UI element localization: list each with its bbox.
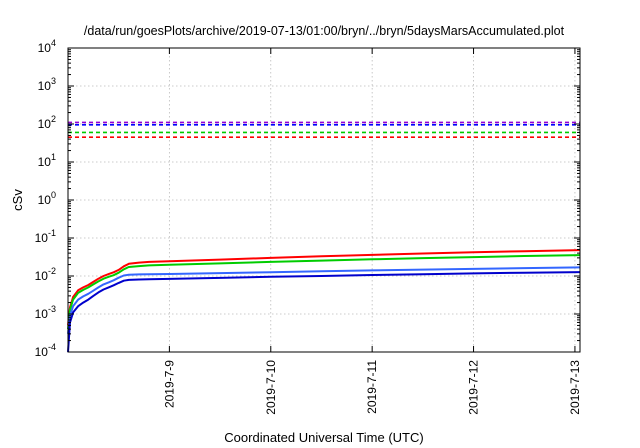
y-tick-label: 104 xyxy=(38,38,56,55)
y-tick-base: 10 xyxy=(38,79,52,93)
series-line xyxy=(67,266,581,335)
x-tick-label: 2019-7-12 xyxy=(467,360,481,415)
x-tick-label: 2019-7-9 xyxy=(162,360,176,408)
y-tick-exponent: -2 xyxy=(48,266,56,276)
y-tick-base: 10 xyxy=(35,345,49,359)
series-group xyxy=(67,249,581,353)
y-tick-label: 10-2 xyxy=(35,266,56,283)
y-tick-base: 10 xyxy=(38,117,52,131)
series-line xyxy=(67,271,581,353)
y-tick-exponent: -1 xyxy=(48,228,56,238)
reference-lines xyxy=(68,121,580,138)
y-tick-base: 10 xyxy=(38,193,52,207)
y-axis-title: cSv xyxy=(10,189,25,211)
y-tick-label: 102 xyxy=(38,114,56,131)
y-tick-base: 10 xyxy=(35,269,49,283)
y-tick-label: 10-1 xyxy=(35,228,56,245)
grid xyxy=(68,48,580,352)
x-axis-title: Coordinated Universal Time (UTC) xyxy=(224,430,423,445)
y-tick-exponent: -4 xyxy=(48,342,56,352)
y-tick-base: 10 xyxy=(38,155,52,169)
x-tick-label: 2019-7-10 xyxy=(264,360,278,415)
y-tick-label: 101 xyxy=(38,152,56,169)
x-tick-label: 2019-7-13 xyxy=(568,360,582,415)
x-tick-label: 2019-7-11 xyxy=(365,360,379,414)
y-tick-base: 10 xyxy=(35,231,49,245)
series-line xyxy=(67,249,581,326)
y-tick-label: 10-3 xyxy=(35,304,56,321)
x-axis: 2019-7-9 2019-7-10 2019-7-11 2019-7-12 2019-… xyxy=(162,48,582,415)
series-line xyxy=(67,254,581,330)
y-tick-label: 10-4 xyxy=(35,342,56,359)
y-tick-base: 10 xyxy=(35,307,49,321)
y-tick-exponent: 0 xyxy=(51,190,56,200)
y-tick-exponent: 2 xyxy=(51,114,56,124)
y-tick-label: 103 xyxy=(38,76,56,93)
y-tick-label: 100 xyxy=(38,190,56,207)
y-tick-exponent: -3 xyxy=(48,304,56,314)
y-tick-exponent: 1 xyxy=(51,152,56,162)
chart-title: /data/run/goesPlots/archive/2019-07-13/0… xyxy=(84,24,565,38)
y-tick-exponent: 4 xyxy=(51,38,56,48)
y-tick-base: 10 xyxy=(38,41,52,55)
y-tick-exponent: 3 xyxy=(51,76,56,86)
